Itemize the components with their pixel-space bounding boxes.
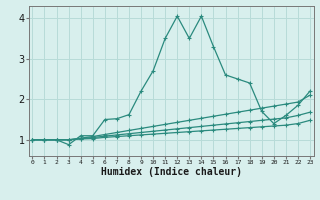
X-axis label: Humidex (Indice chaleur): Humidex (Indice chaleur) [101, 167, 242, 177]
